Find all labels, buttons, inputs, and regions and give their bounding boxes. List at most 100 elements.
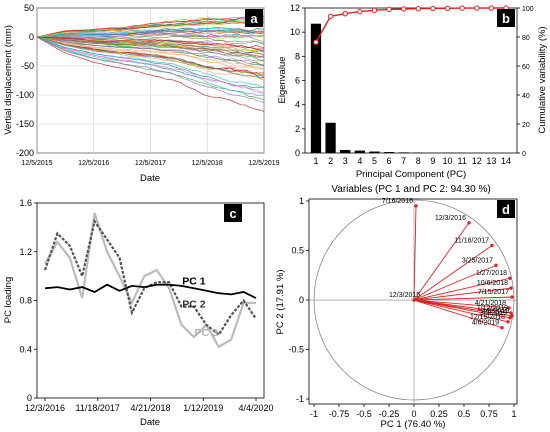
panel-a-letter: a — [250, 11, 258, 26]
panel-d-vector — [413, 287, 512, 301]
panel-d-vector-label: 3/25/2017 — [462, 257, 493, 264]
panel-d-x-tick-label: 0 — [411, 409, 416, 419]
panel-d-vector-label: 2/9/2019 — [482, 308, 509, 315]
panel-c-lines — [43, 212, 257, 349]
panel-b-plot-area — [304, 7, 518, 154]
panel-d-vector-point — [509, 286, 513, 290]
panel-b-y2-label: Cumulative variability (%) — [537, 26, 548, 133]
panel-d-x-tick-label: -0.25 — [379, 409, 400, 419]
panel-b-y-tick-label: 0 — [295, 148, 300, 158]
panel-b-y-tick-label: 2 — [295, 124, 300, 134]
panel-d-y-ticks: -1 -0.5 0 0.5 1 — [288, 196, 309, 404]
panel-a-series-line — [36, 36, 265, 62]
panel-c-series-labels: PC 1 PC 2 PC 3 — [182, 275, 218, 338]
panel-d-vector-point — [500, 326, 504, 330]
panel-a-series-line — [36, 36, 265, 70]
panel-a-series-line — [36, 27, 265, 38]
panel-d-vector — [413, 222, 470, 301]
panel-c: PC 1 PC 2 PC 3 0 0.4 0.8 1.2 1.6 12/3/2016 11/1… — [3, 198, 274, 428]
panel-b-x-tick-label: 9 — [430, 156, 435, 166]
panel-a-y-tick-label: -150 — [16, 119, 34, 129]
panel-b-cumulative-point — [430, 5, 436, 12]
panel-b-letter: b — [502, 11, 510, 26]
panel-b-bar — [369, 151, 380, 153]
panel-b-x-tick-label: 8 — [416, 156, 421, 166]
panel-b-bar — [310, 23, 322, 154]
panel-d-x-tick-label: 0.75 — [480, 409, 498, 419]
panel-b-y2-tick-label: 0 — [522, 151, 526, 158]
panel-c-series-label: PC 1 — [182, 275, 206, 287]
panel-d-vector — [413, 299, 510, 309]
panel-c-letter-box — [224, 204, 242, 222]
panel-a-y-tick-label: 50 — [24, 3, 34, 13]
panel-b-bars — [310, 23, 512, 154]
panel-d-letter-box — [497, 200, 515, 218]
panel-c-x-tick-label: 4/21/2018 — [130, 403, 170, 413]
panel-c-y-tick-label: 0.8 — [19, 296, 32, 306]
panel-a-series-line — [36, 36, 265, 66]
panel-d-y-tick-label: -0.5 — [288, 345, 304, 355]
panel-d-y-tick-label: -1 — [296, 394, 304, 404]
panel-a-series-line — [36, 36, 265, 81]
panel-d-vector-label: 7/16/2016 — [382, 198, 413, 205]
panel-b-cumulative-point — [342, 10, 348, 17]
panel-c-series-label: PC 3 — [195, 327, 219, 339]
panel-b-cumulative-point — [415, 6, 422, 12]
panel-d-vector-label: 1/12/2019 — [477, 305, 508, 312]
panel-d-y-label: PC 2 (17.91 %) — [275, 270, 286, 335]
panel-d-vector-point — [507, 306, 511, 310]
panel-b-y-tick-label: 10 — [290, 27, 300, 37]
panel-b-cumulative-point — [459, 5, 465, 11]
panel-d-letter: d — [502, 202, 510, 217]
panel-a-series-line — [37, 36, 265, 44]
panel-c-series-1-line — [44, 283, 257, 299]
panel-b-y2-ticks: 0 20 40 60 80 100 — [517, 6, 534, 158]
panel-b-cumulative-point — [327, 13, 334, 19]
panel-d-vector — [413, 299, 511, 319]
panel-b-cumulative-point — [488, 5, 495, 11]
panel-d-vector-point — [509, 311, 513, 315]
panel-a-x-ticks: 12/5/2015 12/5/2016 12/5/2017 12/5/2018 12/5… — [21, 160, 279, 167]
panel-a-series-line — [36, 17, 265, 38]
panel-d-vector-label: 4/21/2018 — [475, 300, 506, 307]
panel-c-y-tick-label: 0 — [27, 393, 32, 403]
panel-d-vector-label: 12/3/2016 — [435, 215, 466, 222]
panel-c-y-tick-label: 1.6 — [19, 198, 32, 208]
panel-c-y-ticks: 0 0.4 0.8 1.2 1.6 — [19, 198, 37, 403]
panel-b-cumulative-point — [474, 5, 480, 11]
panel-a-series-line — [36, 36, 265, 61]
panel-b-x-tick-label: 4 — [357, 156, 362, 166]
panel-a-y-tick-label: -200 — [16, 148, 34, 158]
panel-a-y-ticks: 50 0 -50 -100 -150 -200 — [16, 3, 34, 158]
panel-b-bar — [354, 150, 365, 153]
panel-b-y-label: Eigenvalue — [277, 56, 288, 103]
panel-b-bar — [398, 152, 409, 153]
panel-c-y-label: PC loading — [3, 277, 14, 323]
panel-a-series-line — [36, 36, 265, 70]
panel-d-vectors: 7/16/2016 12/3/2016 11/18/2017 3/25/2017 12/… — [382, 198, 514, 330]
panel-b-y2-tick-label: 40 — [522, 93, 530, 100]
panel-b-x-tick-label: 5 — [372, 156, 377, 166]
panel-d-vector-point — [490, 243, 494, 248]
panel-d-vector-label: 7/15/2017 — [478, 289, 509, 296]
panel-d-vector — [413, 277, 511, 301]
panel-b-x-label: Principal Component (PC) — [356, 169, 466, 180]
panel-d-vector-label: 3/3/2019 — [480, 310, 507, 317]
panel-b-y2-tick-label: 20 — [522, 122, 530, 129]
panel-d-y-tick-label: 1 — [299, 196, 304, 206]
panel-d-vector — [413, 299, 512, 314]
panel-d-x-ticks: -1 -0.75 -0.5 -0.25 0 0.25 0.5 0.75 1 — [310, 404, 517, 419]
panel-a-series-line — [36, 36, 265, 58]
panel-b-cumulative-point — [386, 6, 392, 13]
panel-b-cumulative-point — [444, 5, 451, 11]
panel-a-series-line — [36, 27, 265, 38]
panel-b-cumulative-point — [357, 8, 363, 15]
panel-c-x-tick-label: 1/12/2019 — [183, 403, 223, 413]
panel-d-vector-point — [414, 204, 418, 208]
panel-b-x-tick-label: 2 — [328, 156, 333, 166]
panel-b-bar — [325, 122, 336, 153]
panel-b-cumulative-point — [371, 7, 378, 14]
panel-d-vector-label: 12/15/2018 — [470, 314, 505, 321]
panel-b-x-tick-label: 6 — [387, 156, 392, 166]
